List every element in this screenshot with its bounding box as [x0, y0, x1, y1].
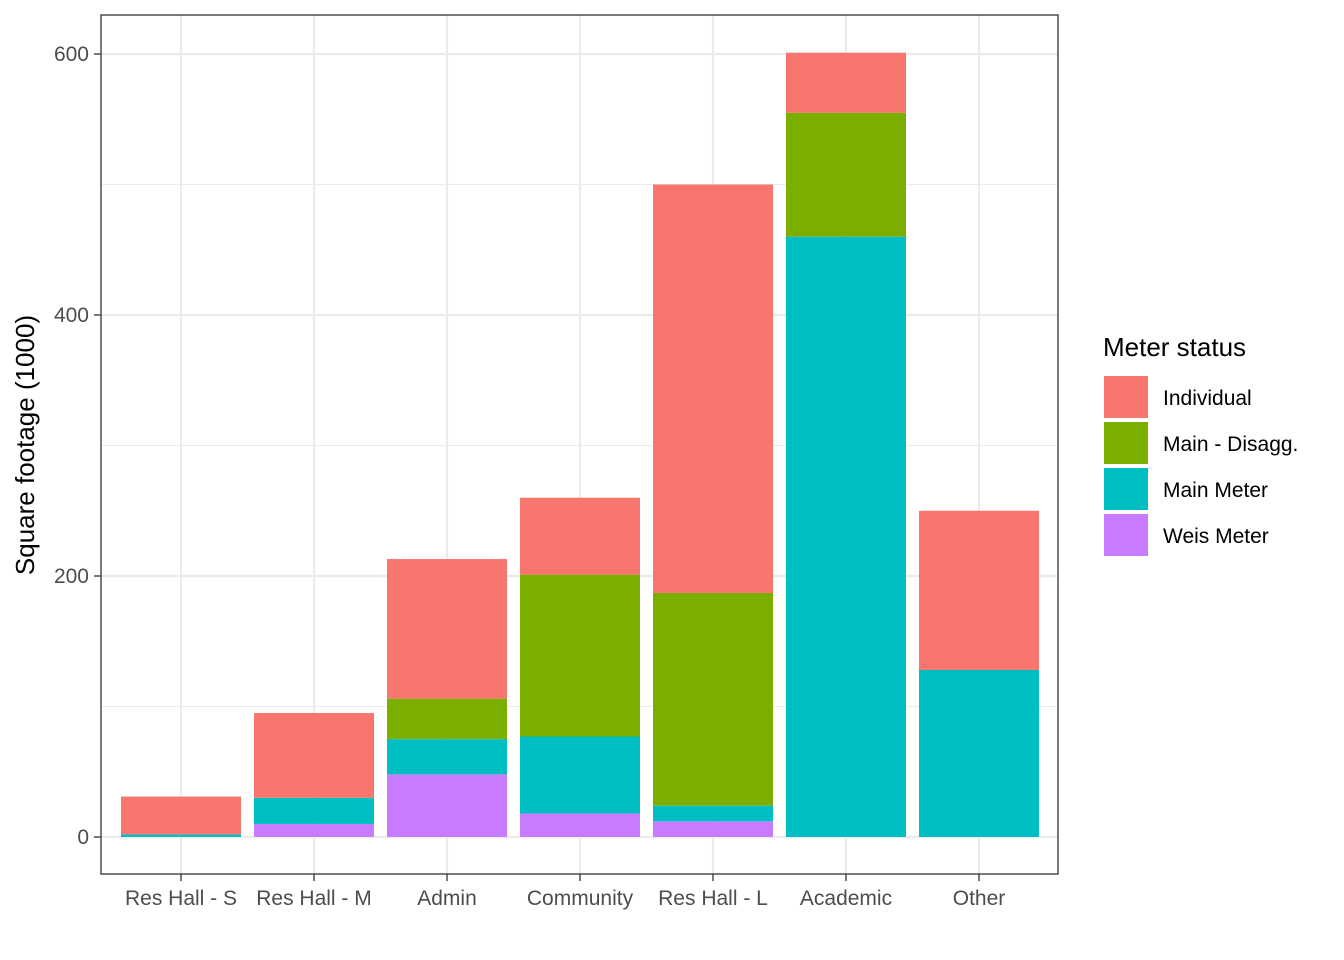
- bar-segment-individual-4: [653, 184, 773, 593]
- legend: Meter status Individual Main - Disagg. Mai…: [1103, 332, 1298, 556]
- bar-segment-main-meter-6: [919, 669, 1039, 837]
- bar-segment-individual-0: [121, 796, 241, 835]
- x-tick-label: Academic: [800, 887, 892, 910]
- bar-segment-weis-meter-2: [387, 774, 507, 837]
- x-tick-label: Res Hall - S: [125, 887, 237, 910]
- bar-segment-individual-5: [786, 52, 906, 113]
- legend-label: Main Meter: [1163, 479, 1268, 502]
- y-tick-label: 0: [77, 826, 89, 849]
- bar-segment-weis-meter-1: [254, 823, 374, 837]
- legend-title: Meter status: [1103, 332, 1246, 362]
- legend-key: [1104, 468, 1148, 510]
- bar-segment-main-disagg-3: [520, 574, 640, 737]
- x-tick-label: Admin: [417, 887, 477, 910]
- bar-segment-main-meter-3: [520, 736, 640, 814]
- y-tick-label: 600: [54, 43, 89, 66]
- y-tick-label: 400: [54, 304, 89, 327]
- legend-items: Individual Main - Disagg. Main Meter Weis M…: [1104, 376, 1298, 556]
- legend-label: Main - Disagg.: [1163, 433, 1298, 456]
- bar-segment-main-meter-1: [254, 797, 374, 824]
- bar-segment-individual-1: [254, 713, 374, 798]
- legend-key: [1104, 422, 1148, 464]
- bar-segment-individual-3: [520, 497, 640, 575]
- legend-key: [1104, 514, 1148, 556]
- x-tick-label: Community: [527, 887, 634, 910]
- bar-segment-individual-6: [919, 510, 1039, 670]
- x-tick-label: Res Hall - M: [256, 887, 372, 910]
- bar-segment-main-disagg-4: [653, 592, 773, 806]
- bar-segment-main-disagg-2: [387, 698, 507, 740]
- legend-label: Weis Meter: [1163, 525, 1269, 548]
- bar-segment-weis-meter-4: [653, 821, 773, 837]
- legend-key: [1104, 376, 1148, 418]
- bar-segment-weis-meter-3: [520, 813, 640, 837]
- bar-segment-individual-2: [387, 559, 507, 699]
- bar-segment-main-meter-5: [786, 236, 906, 837]
- legend-label: Individual: [1163, 387, 1252, 410]
- bar-segment-main-meter-0: [121, 834, 241, 837]
- bar-segment-main-disagg-5: [786, 112, 906, 237]
- x-tick-label: Other: [953, 887, 1006, 910]
- x-tick-label: Res Hall - L: [658, 887, 768, 910]
- y-tick-label: 200: [54, 565, 89, 588]
- bars: [121, 52, 1039, 837]
- axes: 0 200 400 600 Res Hall - S Res Hall - M Admin C…: [54, 43, 1005, 910]
- bar-segment-main-meter-2: [387, 739, 507, 775]
- y-axis-title: Square footage (1000): [10, 315, 40, 575]
- bar-segment-main-meter-4: [653, 805, 773, 822]
